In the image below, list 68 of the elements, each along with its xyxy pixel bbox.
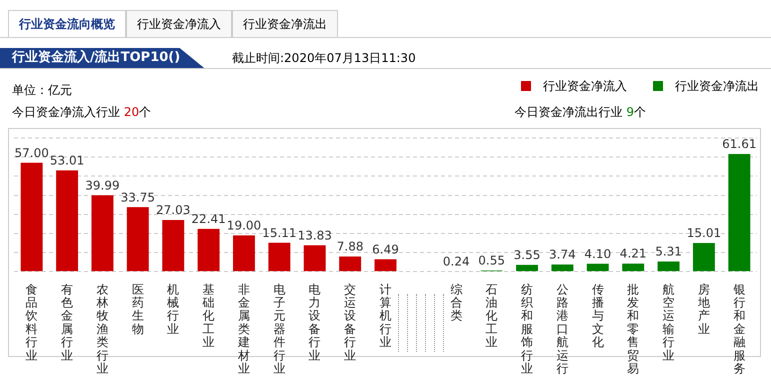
data-label: 5.31 xyxy=(655,244,682,259)
x-tick-label: 批发和零售贸易 xyxy=(627,282,640,376)
data-label: 13.83 xyxy=(298,228,332,242)
x-tick-label: 医药生物 xyxy=(132,282,144,336)
x-tick-label: 食品饮料行业 xyxy=(24,282,38,362)
text: 行业资金流向概览 xyxy=(8,10,126,37)
bar xyxy=(233,235,255,272)
x-tick-label: 交运设备行业 xyxy=(344,282,356,362)
x-tick-label: 银行和金融服务 xyxy=(732,282,746,376)
x-tick-label: 电子元器件行业 xyxy=(273,282,286,376)
data-label: 61.61 xyxy=(722,137,756,152)
chart-subtitle: 截止时间:2020年07月13日11:30 xyxy=(232,50,416,67)
bar xyxy=(268,242,290,272)
data-label: 57.00 xyxy=(14,146,49,160)
bar xyxy=(339,256,362,272)
legend-label: 行业资金净流出 xyxy=(674,78,759,95)
x-tick-label: 电力设备行业 xyxy=(308,282,321,362)
data-label: 33.75 xyxy=(120,190,156,204)
legend-label: 行业资金净流入 xyxy=(542,78,627,95)
data-label: 53.01 xyxy=(50,154,84,168)
x-tick-label: 传播与文化 xyxy=(592,282,604,350)
x-tick-label: 基础化工业 xyxy=(202,282,215,350)
x-tick-label: 计算机行业 xyxy=(380,282,392,350)
bar xyxy=(586,264,609,272)
x-tick-label: 机械行业 xyxy=(167,282,180,336)
bar xyxy=(20,162,43,272)
data-label: 22.41 xyxy=(191,212,226,226)
text: 行业资金净流入 xyxy=(126,10,232,37)
bar xyxy=(304,245,326,272)
bar xyxy=(622,264,644,272)
data-label: 3.74 xyxy=(549,248,576,262)
x-tick-label: 非金属类建材业 xyxy=(236,282,250,376)
data-label: 4.10 xyxy=(584,246,612,261)
text: 今日资金净流入行业 20个 xyxy=(12,104,152,121)
x-tick-label: 航空运输行业 xyxy=(662,282,675,362)
x-tick-label: 纺织和服饰行业 xyxy=(520,282,534,376)
bar xyxy=(91,195,114,272)
data-label: 19.00 xyxy=(226,218,262,232)
data-label: 15.01 xyxy=(686,226,722,240)
bar xyxy=(692,242,715,272)
data-label: 15.11 xyxy=(262,226,297,240)
data-label: 0.24 xyxy=(442,254,470,268)
data-label: 39.99 xyxy=(85,178,120,192)
data-label: 3.55 xyxy=(514,248,540,262)
data-label: 27.03 xyxy=(156,203,190,218)
bar xyxy=(374,259,396,272)
chart-title: 行业资金流入/流出TOP10() xyxy=(0,48,204,68)
x-tick-label: 公路港口航运行 xyxy=(556,282,568,376)
bar xyxy=(56,170,78,272)
bar xyxy=(658,261,680,272)
data-label: 4.21 xyxy=(620,246,647,261)
bar xyxy=(551,264,574,272)
x-tick-label: 房地产业 xyxy=(696,282,710,336)
data-label: 0.55 xyxy=(478,254,505,268)
data-label: 7.88 xyxy=(336,240,364,254)
bar xyxy=(126,207,149,272)
data-label: 6.49 xyxy=(372,242,399,256)
x-tick-label: 有色金属行业 xyxy=(61,282,74,362)
bar xyxy=(162,220,184,272)
x-tick-label: 农林牧渔类行业 xyxy=(95,282,108,376)
text: 今日资金净流出行业 9个 xyxy=(514,104,646,121)
x-tick-label: 石油化工业 xyxy=(486,282,498,350)
x-tick-label: 综合类 xyxy=(450,282,462,323)
bar xyxy=(728,154,750,272)
bar xyxy=(516,264,538,272)
bar xyxy=(198,228,220,272)
text: 单位：亿元 xyxy=(12,82,72,99)
text: 行业资金净流出 xyxy=(232,10,338,37)
